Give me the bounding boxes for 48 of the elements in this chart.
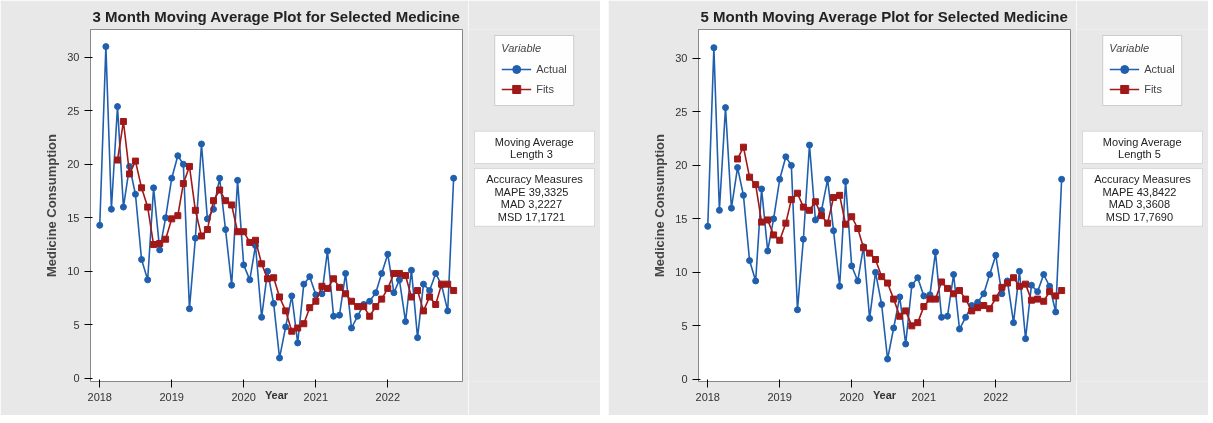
- text: Accuracy Measures: [1094, 172, 1192, 185]
- text: MAD 3,3608: [1108, 198, 1171, 211]
- text: MAPE 43,8422: [1102, 185, 1177, 198]
- legend-label: Actual: [536, 63, 567, 75]
- y-tick-label: 20: [67, 158, 80, 171]
- legend-label: Fits: [1144, 83, 1163, 95]
- y-tick-label: 15: [67, 211, 80, 224]
- y-tick-label: 30: [675, 52, 688, 65]
- legend-title: Variable: [501, 42, 543, 54]
- y-tick-label: 5: [73, 318, 80, 331]
- legend-label: Actual: [1144, 63, 1175, 75]
- x-tick-label: 2020: [231, 390, 256, 403]
- y-tick-label: 25: [675, 105, 688, 118]
- y-axis-title: Medicine Consumption: [44, 133, 60, 277]
- x-tick-label: 2021: [911, 390, 937, 403]
- x-tick-label: 2019: [767, 390, 792, 403]
- legend-title: Variable: [1109, 42, 1151, 54]
- x-tick-label: 2021: [303, 390, 329, 403]
- y-tick-label: 20: [675, 159, 688, 172]
- x-axis-title: Year: [872, 388, 897, 401]
- text: MSD 17,7690: [1105, 211, 1174, 224]
- y-tick-label: 0: [681, 373, 688, 386]
- y-tick-label: 10: [67, 265, 80, 278]
- text: Length 3: [510, 148, 553, 161]
- x-tick-label: 2022: [983, 390, 1009, 403]
- y-tick-label: 5: [681, 319, 688, 332]
- text: Moving Average: [1102, 135, 1182, 148]
- chart-title: 3 Month Moving Average Plot for Selected Medicine: [92, 7, 460, 25]
- x-tick-label: 2022: [375, 390, 401, 403]
- legend-label: Fits: [536, 83, 555, 95]
- y-axis-title: Medicine Consumption: [652, 133, 668, 277]
- text: Accuracy Measures: [486, 172, 584, 185]
- x-tick-label: 2020: [839, 390, 864, 403]
- x-tick-label: 2018: [695, 390, 721, 403]
- x-tick-label: 2018: [87, 390, 113, 403]
- x-tick-label: 2019: [159, 390, 184, 403]
- y-tick-label: 10: [675, 266, 688, 279]
- chart-title: 5 Month Moving Average Plot for Selected Medicine: [700, 7, 1068, 25]
- x-axis-title: Year: [264, 388, 289, 401]
- y-tick-label: 25: [67, 104, 80, 117]
- text: MSD 17,1721: [497, 211, 566, 224]
- y-tick-label: 0: [73, 372, 80, 385]
- text: MAPE 39,3325: [494, 185, 569, 198]
- y-tick-label: 30: [67, 51, 80, 64]
- text: MAD 3,2227: [500, 198, 563, 211]
- text: Moving Average: [494, 135, 574, 148]
- text: Length 5: [1118, 148, 1161, 161]
- y-tick-label: 15: [675, 212, 688, 225]
